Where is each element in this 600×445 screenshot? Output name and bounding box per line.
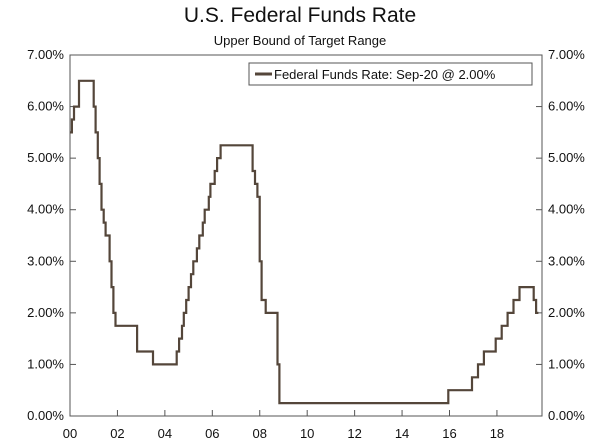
y-tick-label-left: 0.00%: [27, 408, 64, 423]
y-tick-label-right: 7.00%: [548, 47, 585, 62]
y-tick-label-left: 7.00%: [27, 47, 64, 62]
y-tick-label-left: 3.00%: [27, 253, 64, 268]
y-tick-label-right: 1.00%: [548, 356, 585, 371]
x-tick-label: 16: [442, 426, 456, 441]
y-tick-label-left: 2.00%: [27, 305, 64, 320]
x-tick-label: 00: [63, 426, 77, 441]
chart-subtitle: Upper Bound of Target Range: [213, 33, 387, 48]
legend-label: Federal Funds Rate: Sep-20 @ 2.00%: [274, 67, 496, 82]
y-tick-label-right: 3.00%: [548, 253, 585, 268]
y-tick-label-right: 2.00%: [548, 305, 585, 320]
right-y-axis: 0.00% 1.00% 2.00% 3.00% 4.00% 5.00% 6.00% 7.00%: [536, 47, 585, 423]
chart-title: U.S. Federal Funds Rate: [183, 4, 417, 27]
x-tick-label: 10: [300, 426, 314, 441]
y-tick-label-right: 5.00%: [548, 150, 585, 165]
x-tick-label: 02: [110, 426, 124, 441]
y-tick-label-left: 4.00%: [27, 202, 64, 217]
y-tick-label-left: 5.00%: [27, 150, 64, 165]
y-tick-label-left: 1.00%: [27, 356, 64, 371]
x-tick-label: 06: [205, 426, 219, 441]
left-y-axis: 0.00% 1.00% 2.00% 3.00% 4.00% 5.00% 6.00% 7.00%: [27, 47, 76, 423]
x-tick-label: 18: [490, 426, 504, 441]
x-tick-label: 12: [347, 426, 361, 441]
y-tick-label-right: 4.00%: [548, 202, 585, 217]
x-tick-label: 04: [158, 426, 172, 441]
x-tick-label: 08: [253, 426, 267, 441]
x-axis: 00 02 04 06 08 10 12 14 16 18: [63, 410, 504, 441]
x-tick-label: 14: [395, 426, 409, 441]
plot-frame: [69, 54, 543, 417]
y-tick-label-left: 6.00%: [27, 99, 64, 114]
series-line-federal-funds-rate: [70, 79, 539, 405]
legend-box: [248, 62, 533, 86]
legend: Federal Funds Rate: Sep-20 @ 2.00%: [248, 62, 533, 86]
y-tick-label-right: 6.00%: [548, 99, 585, 114]
y-tick-label-right: 0.00%: [548, 408, 585, 423]
